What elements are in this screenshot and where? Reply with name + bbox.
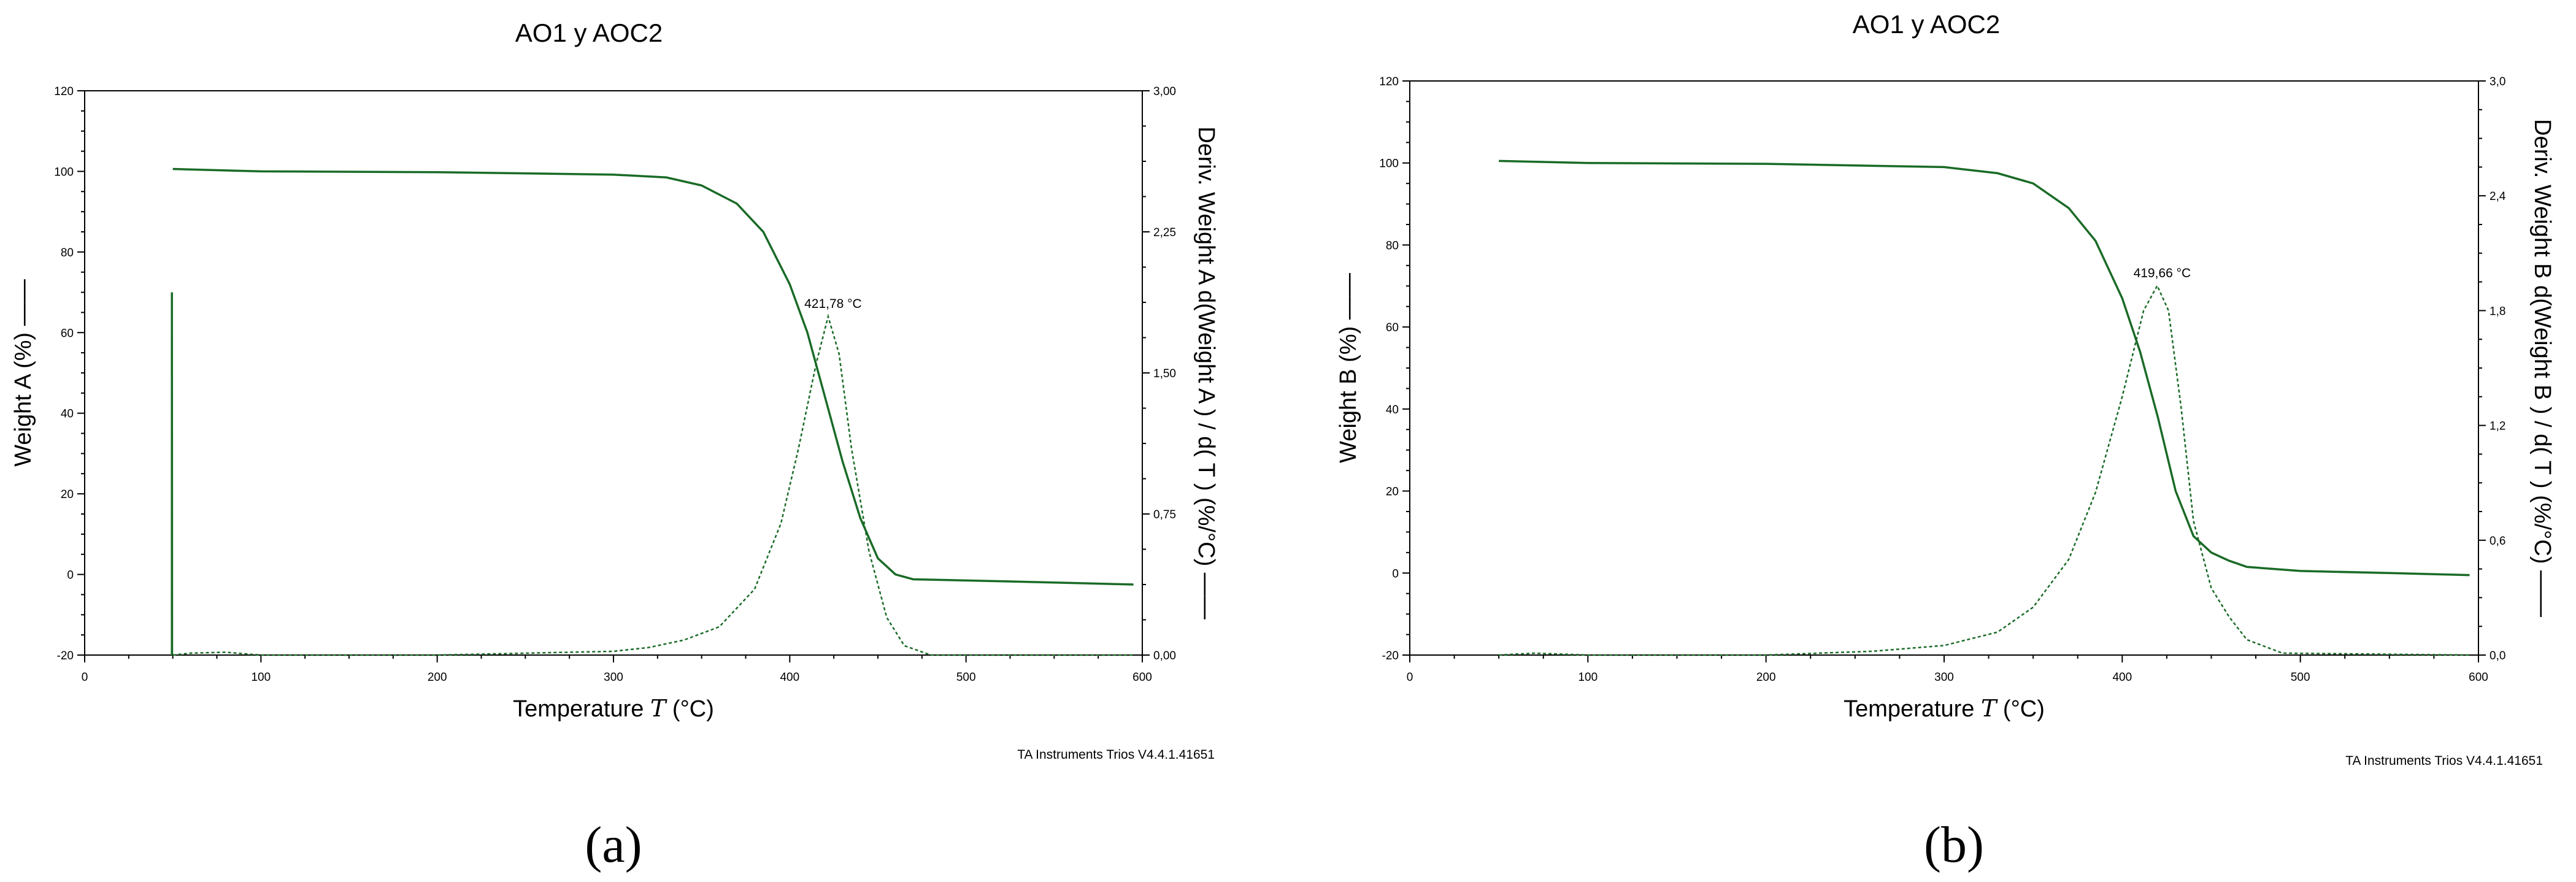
y-tick-label: 0 bbox=[67, 569, 74, 582]
y2-tick-label: 0,75 bbox=[1153, 508, 1176, 521]
x-axis-label: Temperature T (°C) bbox=[1844, 695, 2045, 722]
y-tick-label: -20 bbox=[57, 650, 74, 662]
y-tick-label: 20 bbox=[61, 488, 74, 501]
x-tick-label: 0 bbox=[82, 671, 88, 684]
x-tick-label: 500 bbox=[956, 671, 976, 684]
peak-annotation: 421,78 °C bbox=[804, 297, 862, 311]
tga-chart-b: AO1 y AOC2 0 100 200 300 400 500 600 -20 0 20 40 60… bbox=[1336, 10, 2555, 873]
y-tick-label: 100 bbox=[1379, 158, 1399, 171]
chart-title: AO1 y AOC2 bbox=[1853, 10, 2000, 39]
y-tick-label: 80 bbox=[61, 247, 74, 259]
x-tick-label: 0 bbox=[1407, 671, 1413, 684]
y2-tick-label: 0,00 bbox=[1153, 650, 1176, 662]
series-line bbox=[1499, 284, 2470, 656]
panel-label: (a) bbox=[585, 816, 642, 873]
peak-annotation: 419,66 °C bbox=[2134, 266, 2191, 280]
y-tick-label: 120 bbox=[54, 85, 74, 98]
y2-axis-label: Deriv. Weight B d(Weight B ) / d( T ) (%… bbox=[2529, 119, 2555, 617]
y2-tick-label: 1,8 bbox=[2489, 305, 2505, 318]
tga-chart-a: AO1 y AOC2 0 100 200 300 400 500 600 -20 0 20 40 60… bbox=[10, 18, 1219, 873]
y-tick-label: 60 bbox=[61, 327, 74, 340]
x-tick-label: 300 bbox=[1934, 671, 1954, 684]
x-tick-label: 200 bbox=[1756, 671, 1776, 684]
y2-tick-label: 1,50 bbox=[1153, 367, 1176, 380]
x-tick-label: 400 bbox=[2112, 671, 2132, 684]
x-tick-label: 500 bbox=[2291, 671, 2310, 684]
x-tick-label: 600 bbox=[1132, 671, 1152, 684]
y-tick-label: 40 bbox=[61, 408, 74, 421]
plot-area: 0 100 200 300 400 500 600 -20 0 20 40 60 80 100 120 0,0… bbox=[1336, 75, 2555, 722]
y-tick-label: -20 bbox=[1382, 650, 1399, 662]
x-tick-label: 400 bbox=[780, 671, 799, 684]
software-footer: TA Instruments Trios V4.4.1.41651 bbox=[1017, 748, 1215, 762]
y-tick-label: 40 bbox=[1386, 404, 1399, 416]
y-tick-label: 0 bbox=[1392, 567, 1399, 580]
plot-area: 0 100 200 300 400 500 600 -20 0 20 40 60 80 100 120 0,0… bbox=[10, 85, 1219, 722]
x-tick-label: 200 bbox=[428, 671, 447, 684]
y2-tick-label: 2,4 bbox=[2489, 190, 2506, 203]
y-tick-label: 80 bbox=[1386, 239, 1399, 252]
y2-axis-label: Deriv. Weight A d(Weight A ) / d( T ) (%… bbox=[1193, 126, 1219, 619]
y2-tick-label: 3,00 bbox=[1153, 85, 1176, 98]
x-axis-label: Temperature T (°C) bbox=[513, 695, 714, 722]
y2-tick-label: 1,2 bbox=[2489, 420, 2505, 433]
y-tick-label: 20 bbox=[1386, 486, 1399, 499]
x-tick-label: 100 bbox=[1578, 671, 1598, 684]
y-axis-label: Weight B (%) —— bbox=[1336, 273, 1361, 463]
chart-title: AO1 y AOC2 bbox=[515, 18, 663, 47]
y2-tick-label: 0,6 bbox=[2489, 535, 2505, 548]
x-tick-label: 600 bbox=[2469, 671, 2488, 684]
y-tick-label: 60 bbox=[1386, 321, 1399, 334]
software-footer: TA Instruments Trios V4.4.1.41651 bbox=[2345, 754, 2543, 768]
y2-tick-label: 3,0 bbox=[2489, 75, 2505, 88]
panel-label: (b) bbox=[1924, 816, 1984, 873]
x-tick-label: 100 bbox=[251, 671, 271, 684]
series-line bbox=[172, 167, 1134, 586]
y-axis-label: Weight A (%) —— bbox=[10, 279, 36, 467]
y2-tick-label: 0,0 bbox=[2489, 650, 2505, 662]
y2-tick-label: 2,25 bbox=[1153, 226, 1176, 239]
y-tick-label: 120 bbox=[1379, 75, 1399, 88]
series-line bbox=[1499, 159, 2470, 577]
y-tick-label: 100 bbox=[54, 166, 74, 178]
x-tick-label: 300 bbox=[604, 671, 623, 684]
series-line bbox=[172, 313, 1134, 656]
